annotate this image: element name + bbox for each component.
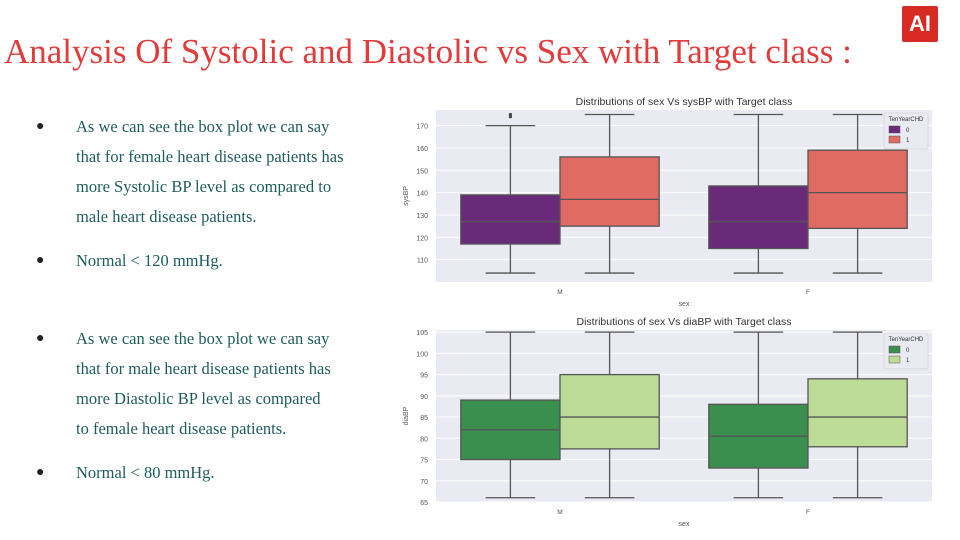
- sysbp-boxplot-chart: Distributions of sex Vs sysBP with Targe…: [403, 96, 932, 308]
- bullet-line: As we can see the box plot we can say: [76, 117, 330, 136]
- legend-label: 1: [906, 138, 910, 144]
- y-axis-label: diaBP: [403, 406, 410, 425]
- bullet-line: male heart disease patients.: [76, 207, 257, 226]
- bullet-line: that for female heart disease patients h…: [76, 147, 344, 166]
- y-tick-label: 120: [416, 235, 428, 242]
- y-tick-label: 130: [416, 213, 428, 220]
- bullet-list-diastolic: ● As we can see the box plot we can say th…: [30, 324, 331, 502]
- bullet-dot-icon: ●: [36, 253, 45, 268]
- bullet-line: As we can see the box plot we can say: [76, 329, 330, 348]
- ai-logo: AI: [902, 6, 938, 42]
- y-tick-label: 90: [420, 394, 428, 401]
- box-F-0: [708, 113, 809, 274]
- y-tick-label: 80: [420, 436, 428, 443]
- bullet-line: Normal < 80 mmHg.: [76, 463, 215, 482]
- iqr-box: [807, 149, 908, 230]
- box-M-1: [559, 113, 660, 274]
- y-tick-label: 150: [416, 168, 428, 175]
- chart-title: Distributions of sex Vs diaBP with Targe…: [577, 316, 792, 328]
- legend-title: TenYearCHD: [889, 337, 924, 343]
- legend-swatch: [888, 135, 901, 144]
- box-M-1: [559, 331, 660, 499]
- y-tick-label: 160: [416, 146, 428, 153]
- legend-swatch: [888, 345, 901, 354]
- chart-title: Distributions of sex Vs sysBP with Targe…: [576, 96, 793, 108]
- bullet-dot-icon: ●: [36, 465, 45, 480]
- y-tick-label: 65: [420, 500, 428, 507]
- y-tick-label: 85: [420, 415, 428, 422]
- legend-label: 0: [906, 348, 910, 354]
- y-tick-label: 75: [420, 458, 428, 465]
- bullet-item: ● As we can see the box plot we can say th…: [30, 324, 331, 444]
- bullet-item: ● Normal < 80 mmHg.: [30, 458, 331, 488]
- iqr-box: [559, 156, 660, 227]
- y-tick-label: 110: [417, 258, 428, 265]
- x-tick-label: M: [557, 509, 562, 516]
- bullet-item: ● As we can see the box plot we can say th…: [30, 112, 344, 232]
- iqr-box: [807, 378, 908, 448]
- bullet-list-systolic: ● As we can see the box plot we can say th…: [30, 112, 344, 290]
- iqr-box: [559, 373, 660, 450]
- y-axis-label: sysBP: [403, 186, 410, 206]
- box-F-1: [807, 331, 908, 499]
- x-tick-label: F: [806, 509, 810, 516]
- y-tick-label: 100: [416, 351, 428, 358]
- y-tick-label: 170: [416, 124, 428, 131]
- box-F-1: [807, 113, 908, 274]
- outlier-point: [508, 115, 512, 119]
- bullet-line: Normal < 120 mmHg.: [76, 251, 223, 270]
- bullet-line: that for male heart disease patients has: [76, 359, 331, 378]
- bullet-line: more Diastolic BP level as compared: [76, 389, 321, 408]
- iqr-box: [460, 194, 561, 245]
- legend-swatch: [888, 125, 901, 134]
- bullet-dot-icon: ●: [36, 119, 45, 134]
- x-axis-label: sex: [679, 521, 690, 528]
- bullet-line: to female heart disease patients.: [76, 419, 287, 438]
- legend-label: 0: [906, 128, 910, 134]
- legend: TenYearCHD 0 1: [883, 332, 929, 370]
- box-M-0: [460, 331, 561, 499]
- x-tick-label: F: [806, 289, 810, 296]
- legend-title: TenYearCHD: [889, 117, 924, 123]
- legend-label: 1: [906, 358, 910, 364]
- legend: TenYearCHD 0 1: [883, 112, 929, 150]
- legend-swatch: [888, 355, 901, 364]
- y-tick-label: 105: [416, 330, 428, 337]
- x-tick-label: M: [557, 289, 562, 296]
- y-tick-label: 140: [416, 191, 428, 198]
- box-F-0: [708, 331, 809, 499]
- slide-title: Analysis Of Systolic and Diastolic vs Se…: [4, 32, 852, 71]
- iqr-box: [708, 185, 809, 250]
- y-tick-label: 95: [420, 373, 428, 380]
- x-axis-label: sex: [679, 301, 690, 308]
- bullet-item: ● Normal < 120 mmHg.: [30, 246, 344, 276]
- outlier-point: [508, 112, 512, 117]
- bullet-line: more Systolic BP level as compared to: [76, 177, 332, 196]
- bullet-dot-icon: ●: [36, 331, 45, 346]
- diabp-boxplot-chart: Distributions of sex Vs diaBP with Targe…: [403, 316, 932, 528]
- y-tick-label: 70: [420, 479, 428, 486]
